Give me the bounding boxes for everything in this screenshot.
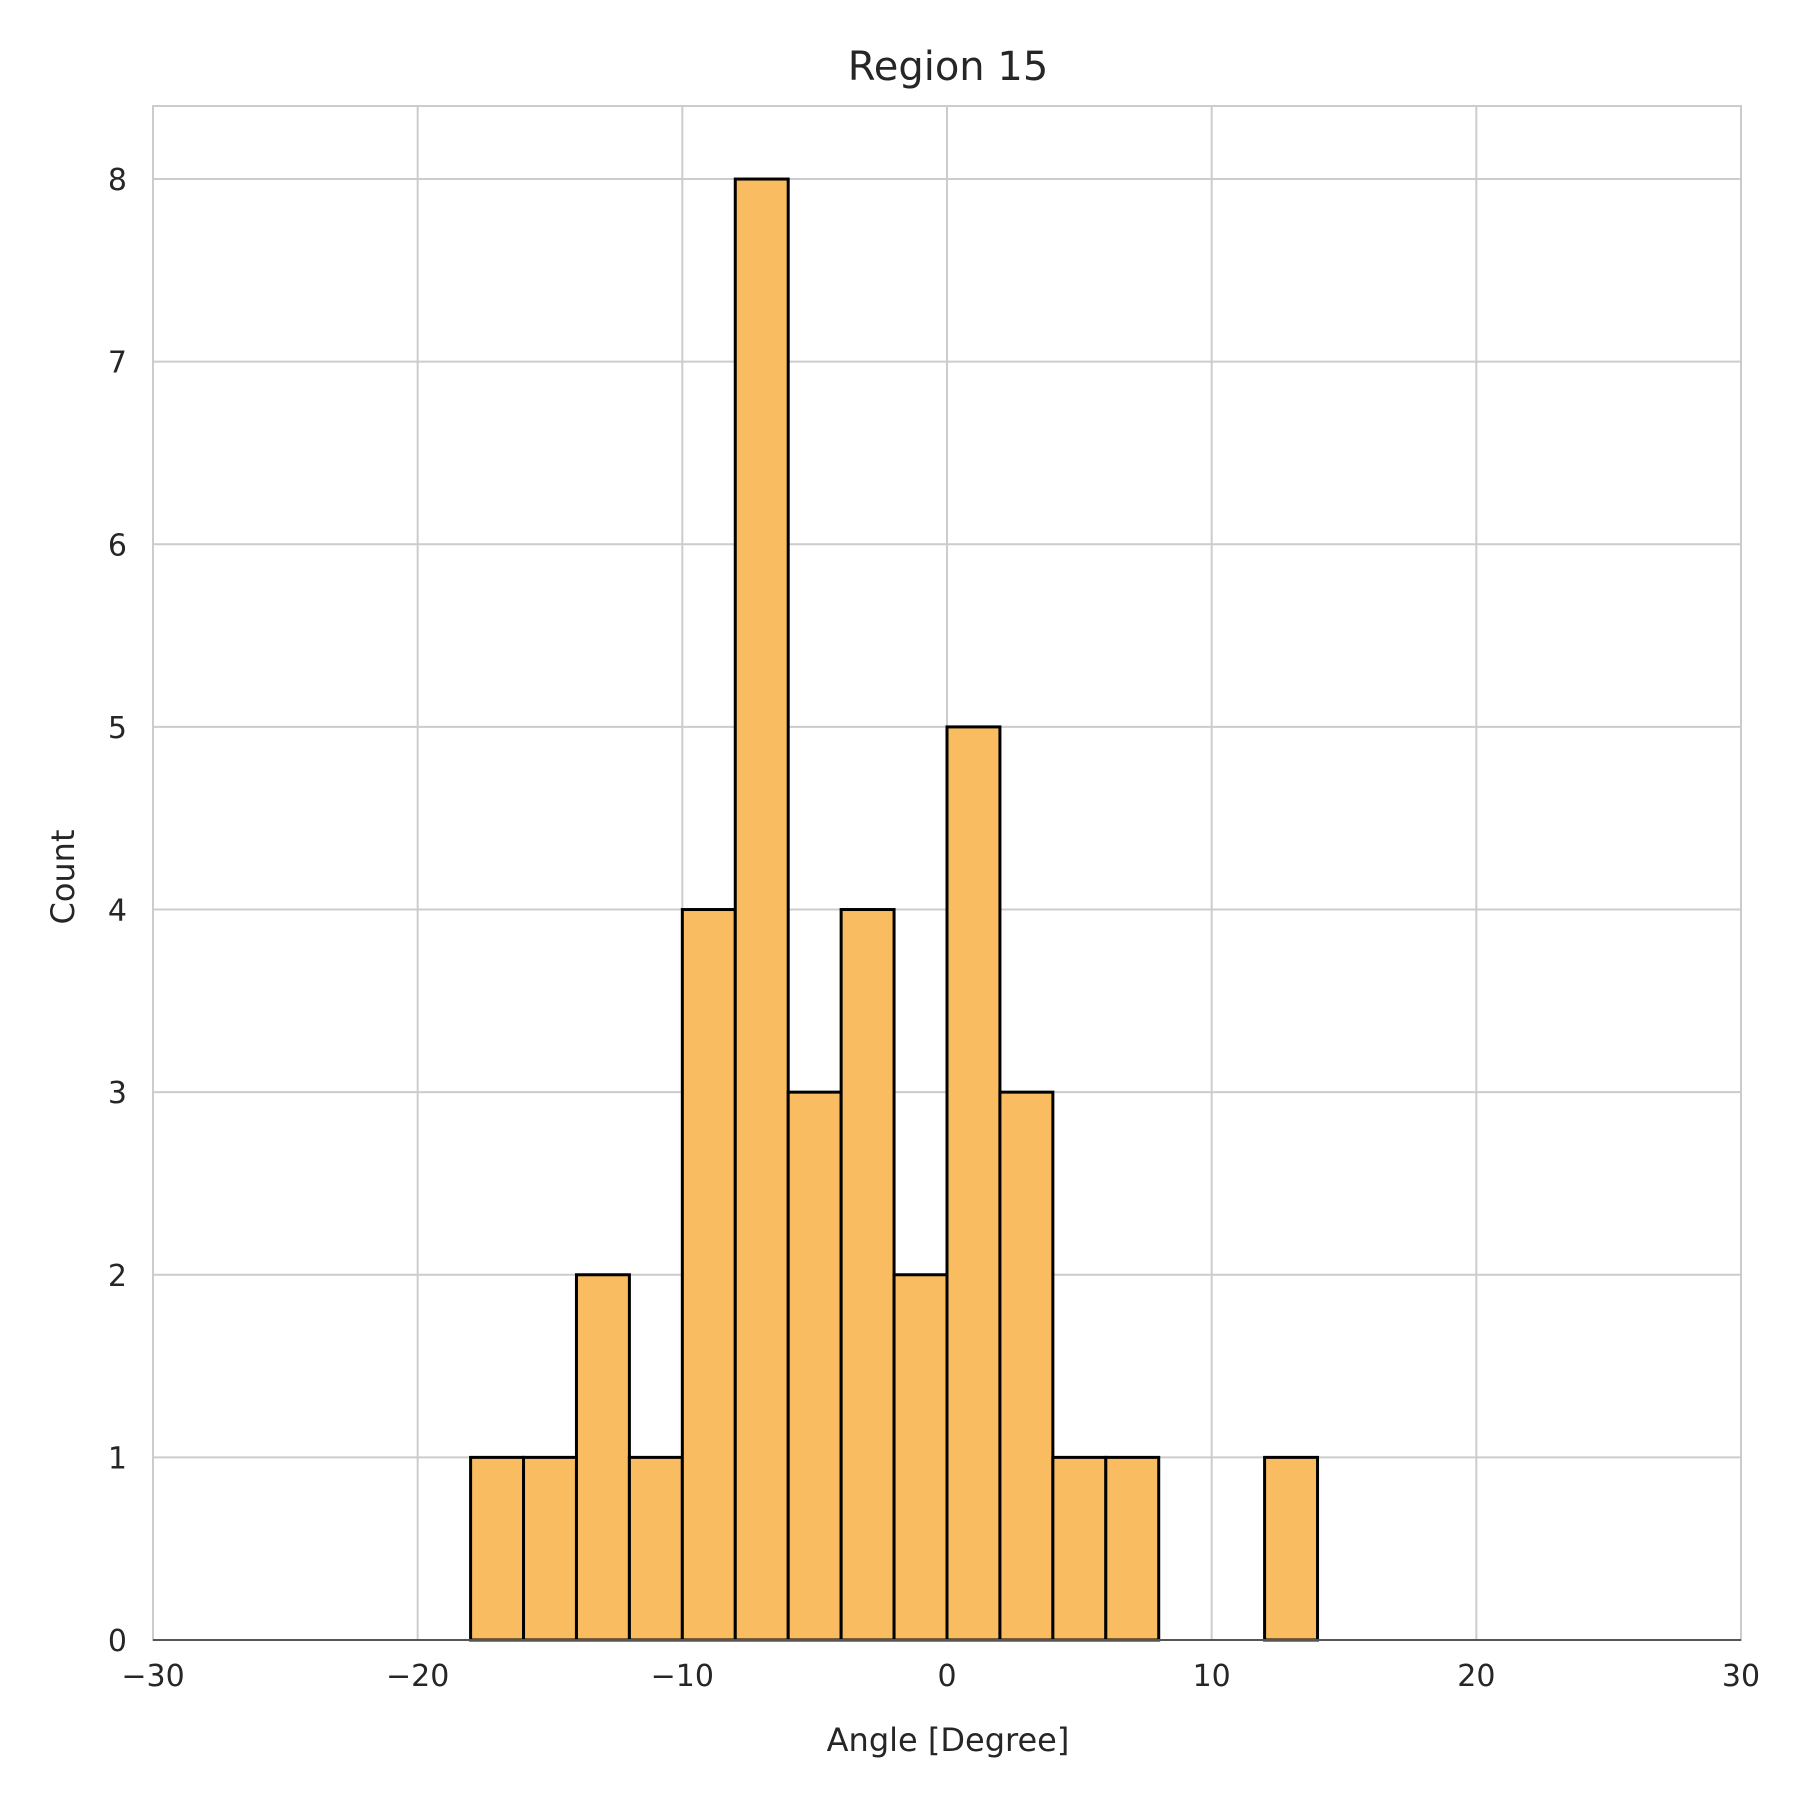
- x-tick-label: 0: [937, 1659, 956, 1694]
- y-tick-label: 1: [108, 1441, 127, 1476]
- histogram-bar: [945, 725, 1002, 1642]
- histogram-bar: [998, 1090, 1055, 1642]
- histogram-bar: [1263, 1455, 1320, 1642]
- x-tick-label: 20: [1457, 1659, 1495, 1694]
- histogram-bar: [839, 908, 896, 1642]
- x-tick-label: −10: [651, 1659, 714, 1694]
- y-tick-label: 4: [108, 894, 127, 929]
- y-axis-label: Count: [44, 829, 82, 924]
- histogram-bar: [1051, 1455, 1108, 1642]
- histogram-bar: [1104, 1455, 1161, 1642]
- y-axis-ticks: 0 1 2 3 4 5 6 7 8: [108, 163, 127, 1659]
- x-tick-label: −30: [121, 1659, 184, 1694]
- y-tick-label: 0: [108, 1624, 127, 1659]
- histogram-bar: [627, 1455, 684, 1642]
- histogram-bar: [892, 1273, 949, 1642]
- y-tick-label: 6: [108, 528, 127, 563]
- x-tick-label: 10: [1193, 1659, 1231, 1694]
- histogram-bar: [680, 908, 737, 1642]
- y-tick-label: 5: [108, 711, 127, 746]
- y-tick-label: 2: [108, 1259, 127, 1294]
- histogram-bar: [469, 1455, 526, 1642]
- y-tick-label: 3: [108, 1076, 127, 1111]
- chart-title: Region 15: [848, 44, 1049, 90]
- bars: [469, 177, 1320, 1642]
- x-tick-label: 30: [1722, 1659, 1760, 1694]
- y-tick-label: 7: [108, 346, 127, 381]
- histogram-bar: [733, 177, 790, 1642]
- histogram-bar: [522, 1455, 578, 1642]
- x-axis-label: Angle [Degree]: [827, 1721, 1070, 1759]
- histogram-bar: [786, 1090, 843, 1642]
- x-axis-ticks: −30 −20 −10 0 10 20 30: [121, 1659, 1760, 1694]
- x-tick-label: −20: [386, 1659, 449, 1694]
- y-tick-label: 8: [108, 163, 127, 198]
- histogram-bar: [574, 1273, 631, 1642]
